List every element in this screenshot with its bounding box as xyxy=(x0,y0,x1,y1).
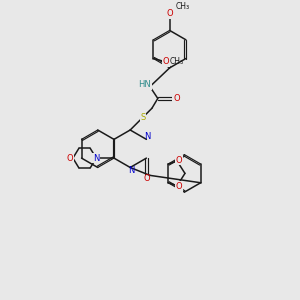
Text: O: O xyxy=(173,94,180,103)
Text: O: O xyxy=(67,154,73,163)
Text: CH₃: CH₃ xyxy=(170,57,184,66)
Text: N: N xyxy=(128,166,134,175)
Text: O: O xyxy=(166,9,173,18)
Text: O: O xyxy=(163,57,169,66)
Text: O: O xyxy=(176,156,182,165)
Text: S: S xyxy=(140,113,146,122)
Text: N: N xyxy=(144,132,151,141)
Text: O: O xyxy=(143,174,150,183)
Text: HN: HN xyxy=(139,80,152,89)
Text: O: O xyxy=(176,182,182,191)
Text: CH₃: CH₃ xyxy=(176,2,190,11)
Text: N: N xyxy=(93,154,99,163)
